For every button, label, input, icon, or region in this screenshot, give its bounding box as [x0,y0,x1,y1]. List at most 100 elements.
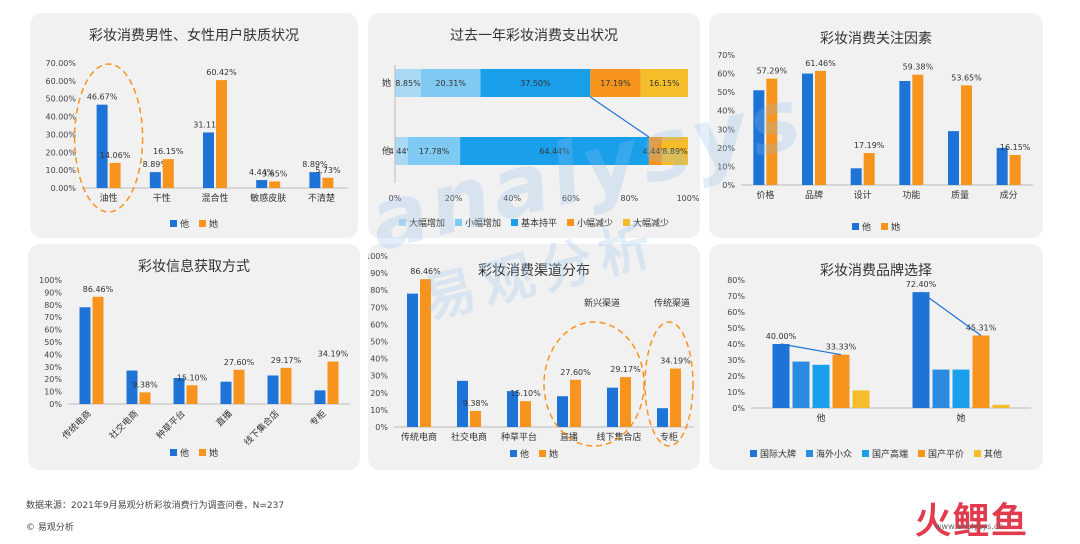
legend-item: 小幅减少 [567,216,613,229]
annotation-label: 传统渠道 [654,297,690,309]
legend-swatch [749,450,757,457]
x-tick-label: 传统电商 [401,431,437,443]
y-tick-label: 90% [370,269,388,278]
data-label: 27.60% [224,358,255,367]
bar [126,370,138,404]
legend-item: 基本持平 [510,216,557,229]
data-label: 29.17% [610,365,641,374]
data-label: 9.38% [463,399,489,408]
y-tick-label: 30% [370,372,388,381]
bar [657,408,668,427]
bar-segment [395,69,421,97]
bar [470,410,481,427]
y-tick-label: 20% [370,389,388,398]
bar [670,368,681,427]
data-label: 57.29% [757,67,788,76]
bar [899,81,911,185]
bar [92,296,104,404]
bar [1009,155,1021,185]
bar [79,307,91,404]
y-tick-label: 40% [44,350,62,359]
x-tick-label: 40% [503,194,521,203]
legend-item: 她 [199,217,218,230]
brand-chart: 0% 10% 20% 30% 40% 50% 60% 70% 80% 40.00% 33.33% 他 7… [727,276,1031,424]
y-tick-label: 40% [727,340,745,349]
legend-swatch [199,220,206,227]
data-label: 17.78% [419,147,450,156]
channel-panel: 彩妆消费渠道分布 0% 10% 20% 30% 40% 50% 60% 70% 80% 90% 10… [368,244,700,470]
x-tick-label: 线下集合店 [241,408,281,448]
legend-label: 她 [209,449,219,459]
factors-panel: 彩妆消费关注因素 0% 10% 20% 30% 40% 50% 60% 70% 57.29% 价格… [709,13,1043,238]
y-tick-label: 10% [370,406,388,415]
x-tick-label: 种草平台 [154,408,188,442]
legend-item: 国际大牌 [749,447,796,460]
x-tick-label: 功能 [902,189,920,201]
legend-swatch [510,219,518,226]
bar [961,85,972,185]
bar [570,379,581,427]
x-tick-label: 不清楚 [308,192,335,204]
y-tick-label: 60% [370,320,388,329]
data-label: 72.40% [906,280,937,289]
bar [557,396,568,427]
legend-label: 大幅减少 [633,219,670,229]
highlight-circle [73,63,144,213]
bar-segment [480,69,591,97]
data-label: 8.89% [143,160,169,169]
y-tick-label: 20% [717,144,735,153]
y-tick-label: 50% [370,338,388,347]
data-label: 33.33% [826,343,857,352]
data-label: 15.10% [177,373,208,382]
bar-segment [590,69,641,97]
x-tick-label: 质量 [951,189,969,201]
bar [992,404,1010,408]
brand-logo: 火鲤鱼 www.analysys.cn [915,492,1065,542]
bar-segment [460,137,649,165]
y-tick-label: 60% [727,308,745,317]
data-label: 14.06% [100,151,131,160]
highlight-circle [543,321,645,447]
brand-title: 彩妆消费品牌选择 [820,263,932,279]
legend-label: 他 [861,223,871,233]
y-tick-label: 她 [382,77,391,89]
legend-swatch [169,220,177,227]
data-label: 16.15% [1000,143,1031,152]
info-panel: 彩妆信息获取方式 0% 10% 20% 30% 40% 50% 60% 70% 80% 90% 10… [28,244,360,470]
legend-label: 海外小众 [815,450,852,460]
data-label: 17.19% [600,79,631,88]
channel-chart: 0% 10% 20% 30% 40% 50% 60% 70% 80% 90% 100% 86.46% 传… [368,252,694,447]
bar [233,369,245,404]
y-tick-label: 70% [44,313,62,322]
y-tick-label: 50% [717,88,735,97]
legend-label: 他 [519,450,529,460]
bar [186,385,198,404]
data-label: 4.44% [643,147,669,156]
legend-label: 小幅减少 [577,219,614,229]
skin-type-panel: 彩妆消费男性、女性用户肤质状况 0.00% 10.00% 20.00% 30.00% 4… [30,13,358,238]
y-tick-label: 80% [44,301,62,310]
data-label: 15.10% [510,389,541,398]
x-tick-label: 敏感皮肤 [250,192,286,204]
data-label: 37.50% [520,79,551,88]
legend: 他她 [368,447,700,460]
bar [753,90,765,185]
x-tick-label: 社交电商 [451,431,487,443]
bar [267,375,279,404]
y-tick-label: 30% [727,356,745,365]
highlight-circle [644,321,694,447]
bar [815,70,826,185]
y-tick-label: 70% [727,292,745,301]
data-label: 31.11% [193,120,224,129]
x-tick-label: 传统电商 [60,408,94,442]
bar [850,168,862,185]
data-label: 86.46% [410,267,441,276]
legend-label: 国产平价 [928,450,965,460]
bar [607,387,618,427]
x-tick-label: 0% [389,194,402,203]
y-tick-label: 他 [382,145,391,157]
x-tick-label: 价格 [756,189,774,201]
y-tick-label: 30% [44,363,62,372]
bar [507,391,518,427]
data-label: 3.65% [262,169,288,178]
